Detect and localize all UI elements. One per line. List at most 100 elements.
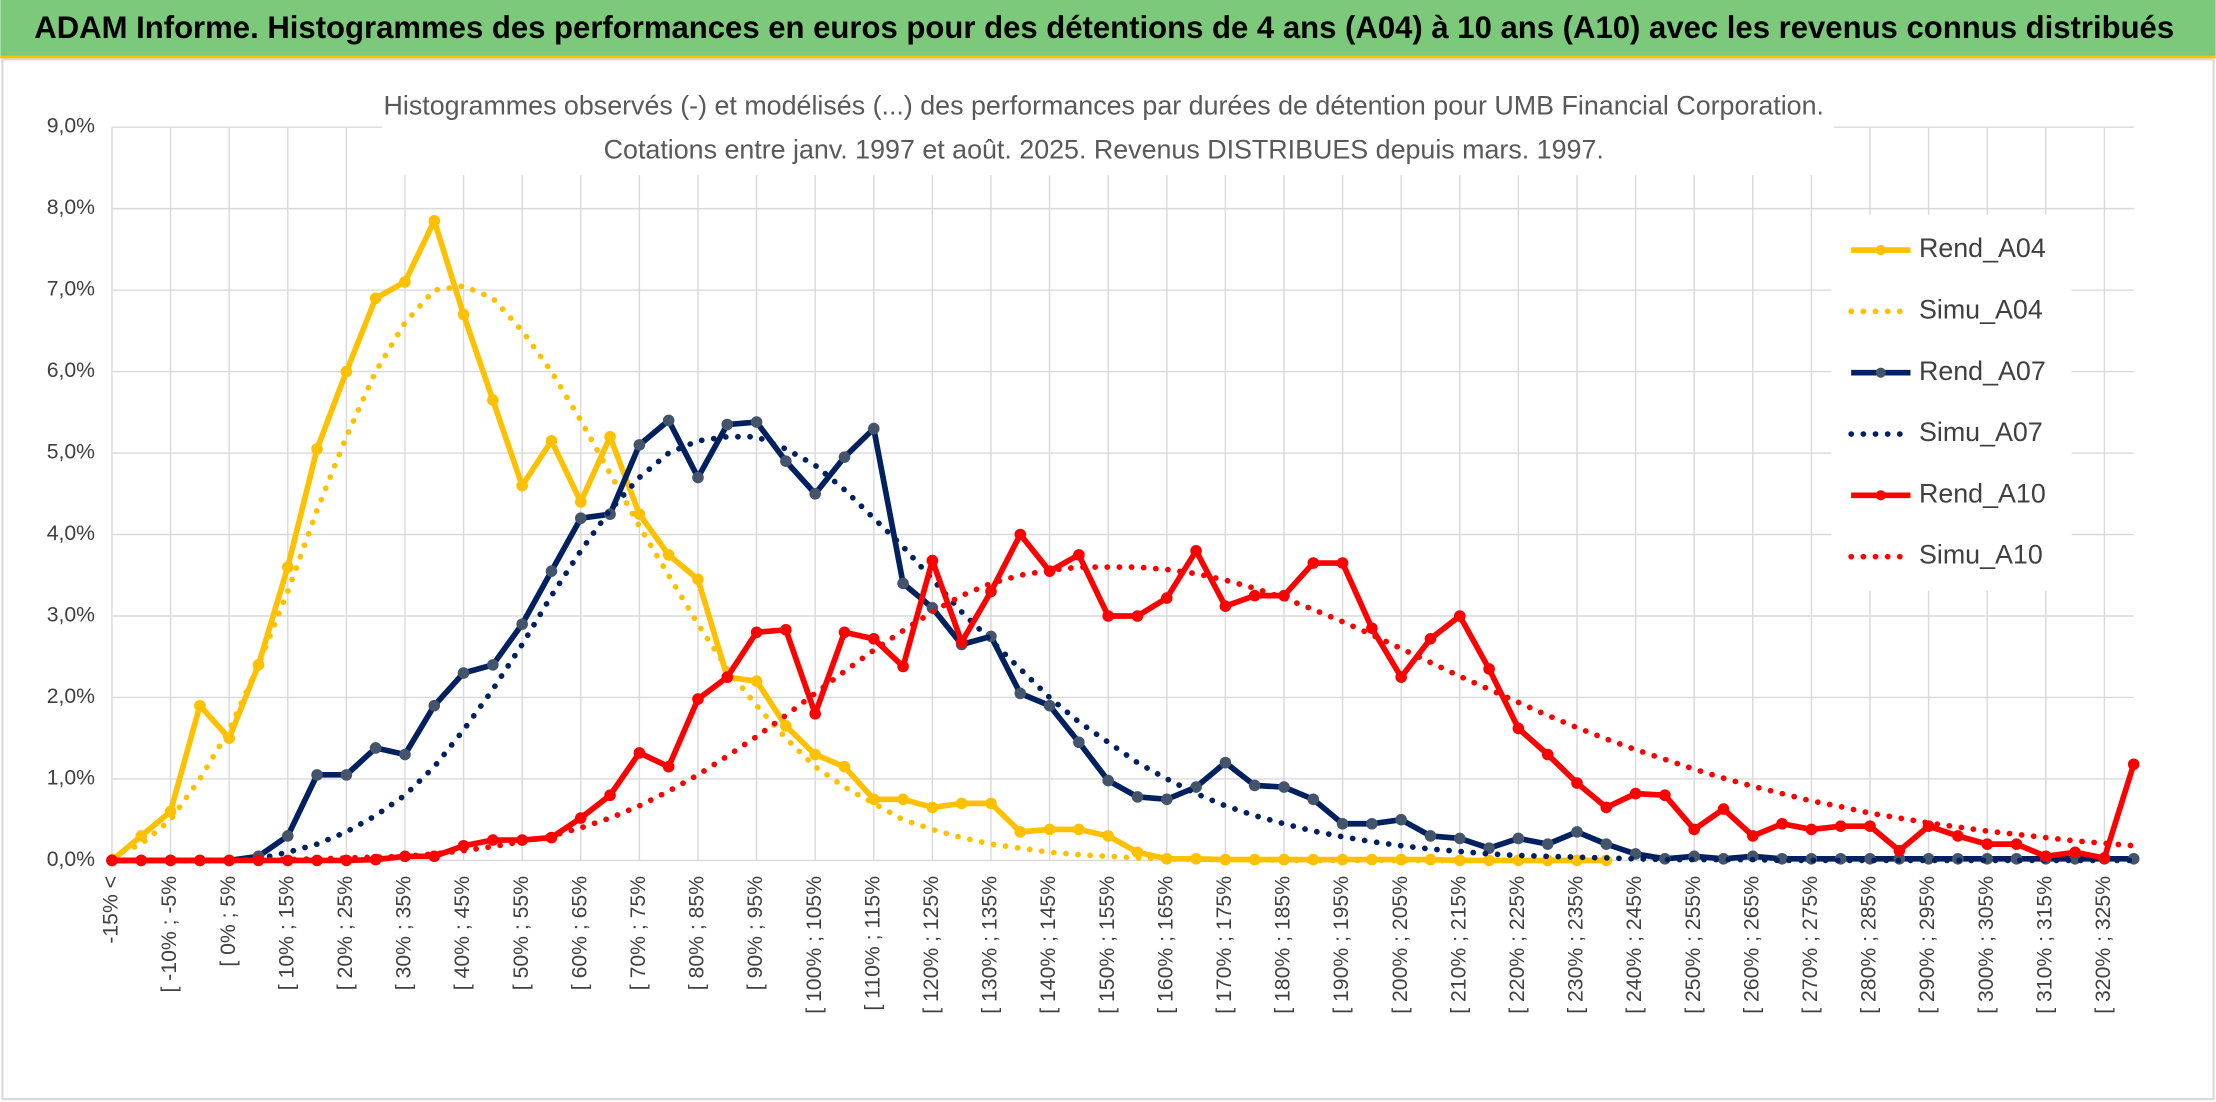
point xyxy=(516,479,528,492)
point xyxy=(1366,622,1378,635)
point xyxy=(1453,832,1466,845)
x-tick-label: [ 250% ; 255% xyxy=(1682,876,1705,1014)
point xyxy=(633,747,646,759)
point xyxy=(457,308,470,321)
point xyxy=(1776,817,1788,830)
point xyxy=(1102,610,1114,622)
legend-label: Simu_A07 xyxy=(1919,417,2043,447)
legend-label: Rend_A07 xyxy=(1919,356,2046,386)
point xyxy=(838,626,851,639)
y-tick-label: 8,0% xyxy=(47,196,95,219)
point xyxy=(1219,756,1232,769)
x-tick-label: [ 50% ; 55% xyxy=(510,876,533,990)
point xyxy=(2040,850,2052,863)
point xyxy=(633,508,646,520)
point xyxy=(955,797,968,810)
y-tick-label: 1,0% xyxy=(47,767,95,790)
point xyxy=(897,577,909,590)
point xyxy=(780,720,792,732)
point xyxy=(428,699,441,712)
y-tick-label: 4,0% xyxy=(47,522,95,545)
point xyxy=(1541,838,1554,850)
point xyxy=(1131,791,1144,803)
point xyxy=(1512,832,1525,845)
x-tick-label: [ 220% ; 225% xyxy=(1506,876,1529,1014)
point xyxy=(1424,830,1437,842)
series-line xyxy=(111,531,2137,864)
y-tick-label: 9,0% xyxy=(47,115,95,138)
point xyxy=(1688,823,1700,836)
point xyxy=(1307,793,1320,806)
title-background xyxy=(381,84,1835,176)
point xyxy=(1190,545,1202,557)
y-tick-label: 2,0% xyxy=(47,685,95,708)
point xyxy=(897,660,909,673)
x-tick-label: [ 270% ; 275% xyxy=(1799,876,1822,1014)
point xyxy=(369,742,382,754)
point xyxy=(1747,830,1759,842)
point xyxy=(2010,838,2023,850)
point xyxy=(574,512,587,525)
point xyxy=(1864,820,1876,832)
series-line xyxy=(109,564,2137,864)
x-tick-label: [ 20% ; 25% xyxy=(334,876,357,990)
point xyxy=(516,618,528,630)
legend-label: Rend_A10 xyxy=(1919,478,2046,508)
y-tick-label: 3,0% xyxy=(47,604,95,627)
point xyxy=(487,659,499,671)
point xyxy=(1659,789,1671,802)
x-tick-label: [ 60% ; 65% xyxy=(568,876,591,990)
x-tick-label: [ 260% ; 265% xyxy=(1740,876,1763,1014)
y-tick-label: 5,0% xyxy=(47,441,95,464)
chart-title: Histogrammes observés (-) et modélisés (… xyxy=(384,90,1824,120)
x-tick-label: [ 240% ; 245% xyxy=(1623,876,1646,1014)
point xyxy=(399,748,411,761)
legend-marker xyxy=(1875,367,1886,378)
point xyxy=(487,834,499,846)
point xyxy=(1834,820,1847,832)
point xyxy=(809,487,821,500)
point xyxy=(1571,777,1583,789)
point xyxy=(1102,830,1114,842)
x-tick-label: [ 150% ; 155% xyxy=(1096,876,1119,1014)
point xyxy=(1014,528,1027,541)
legend-label: Simu_A10 xyxy=(1919,540,2043,570)
x-tick-label: [ 100% ; 105% xyxy=(803,876,826,1014)
point xyxy=(1893,844,1906,857)
point xyxy=(545,435,558,447)
series-line xyxy=(109,283,1610,864)
point xyxy=(955,636,968,648)
point xyxy=(1073,736,1085,749)
point xyxy=(1131,610,1144,622)
x-tick-label: [ 290% ; 295% xyxy=(1916,876,1939,1014)
point xyxy=(487,394,499,406)
point xyxy=(1571,826,1583,838)
x-tick-label: [ 200% ; 205% xyxy=(1389,876,1412,1014)
point xyxy=(574,496,587,508)
legend-label: Simu_A04 xyxy=(1919,294,2043,324)
x-tick-label: [ 30% ; 35% xyxy=(393,876,416,990)
point xyxy=(281,561,294,573)
legend-marker xyxy=(1875,244,1886,256)
point xyxy=(1043,823,1056,836)
x-tick-label: [ 320% ; 325% xyxy=(2092,876,2115,1014)
point xyxy=(1336,817,1349,830)
series-line xyxy=(111,417,2134,864)
point xyxy=(721,671,734,683)
x-tick-label: [ 160% ; 165% xyxy=(1154,876,1177,1014)
point xyxy=(2098,852,2111,864)
point xyxy=(780,624,792,636)
point xyxy=(838,760,851,773)
point xyxy=(1366,817,1378,830)
point xyxy=(1014,687,1027,700)
point xyxy=(1073,549,1085,561)
point xyxy=(1160,592,1173,604)
point xyxy=(1512,722,1525,735)
point xyxy=(1219,600,1232,613)
point xyxy=(662,760,675,773)
point xyxy=(311,769,323,781)
point xyxy=(369,292,382,305)
point xyxy=(1014,826,1027,838)
point xyxy=(574,812,587,824)
point xyxy=(281,830,294,842)
